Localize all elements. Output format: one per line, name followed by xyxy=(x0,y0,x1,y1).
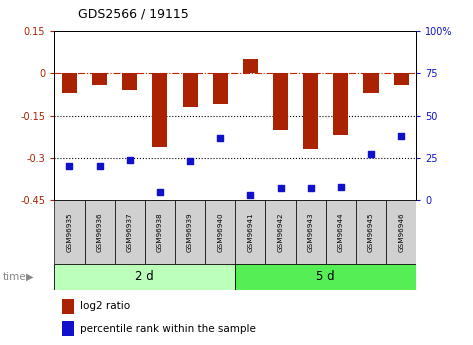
Bar xyxy=(296,200,326,264)
Text: percentile rank within the sample: percentile rank within the sample xyxy=(80,324,255,334)
Bar xyxy=(243,59,258,73)
Bar xyxy=(85,200,114,264)
Point xyxy=(397,133,405,139)
Point xyxy=(96,164,104,169)
Text: ▶: ▶ xyxy=(26,272,34,282)
Point xyxy=(246,192,254,198)
Bar xyxy=(356,200,386,264)
Bar xyxy=(333,73,349,135)
Point xyxy=(277,186,284,191)
Bar xyxy=(326,200,356,264)
Bar xyxy=(265,200,296,264)
Text: GSM96936: GSM96936 xyxy=(96,212,103,252)
Text: GSM96940: GSM96940 xyxy=(217,212,223,252)
Text: GSM96941: GSM96941 xyxy=(247,212,254,252)
Bar xyxy=(61,321,74,336)
Bar xyxy=(235,264,416,290)
Bar xyxy=(54,264,235,290)
Bar xyxy=(92,73,107,85)
Point xyxy=(307,186,315,191)
Text: GSM96942: GSM96942 xyxy=(278,212,283,252)
Bar xyxy=(175,200,205,264)
Text: log2 ratio: log2 ratio xyxy=(80,301,130,311)
Bar xyxy=(61,299,74,314)
Bar xyxy=(394,73,409,85)
Text: GSM96939: GSM96939 xyxy=(187,212,193,252)
Text: GSM96938: GSM96938 xyxy=(157,212,163,252)
Bar xyxy=(152,73,167,147)
Bar xyxy=(183,73,198,107)
Point xyxy=(217,135,224,140)
Bar xyxy=(235,200,265,264)
Bar xyxy=(213,73,228,104)
Point xyxy=(66,164,73,169)
Text: GSM96937: GSM96937 xyxy=(127,212,133,252)
Point xyxy=(156,189,164,195)
Bar xyxy=(122,73,137,90)
Bar xyxy=(114,200,145,264)
Text: GDS2566 / 19115: GDS2566 / 19115 xyxy=(78,8,189,21)
Text: time: time xyxy=(2,272,26,282)
Text: 5 d: 5 d xyxy=(316,270,335,283)
Bar xyxy=(303,73,318,149)
Bar xyxy=(363,73,378,93)
Text: GSM96945: GSM96945 xyxy=(368,212,374,252)
Bar xyxy=(54,200,85,264)
Text: GSM96944: GSM96944 xyxy=(338,212,344,252)
Text: GSM96943: GSM96943 xyxy=(308,212,314,252)
Bar xyxy=(386,200,416,264)
Bar xyxy=(62,73,77,93)
Text: 2 d: 2 d xyxy=(135,270,154,283)
Point xyxy=(126,157,133,162)
Text: GSM96946: GSM96946 xyxy=(398,212,404,252)
Point xyxy=(186,158,194,164)
Text: GSM96935: GSM96935 xyxy=(67,212,72,252)
Bar xyxy=(273,73,288,130)
Point xyxy=(367,152,375,157)
Bar xyxy=(205,200,235,264)
Bar xyxy=(145,200,175,264)
Point xyxy=(337,184,345,189)
